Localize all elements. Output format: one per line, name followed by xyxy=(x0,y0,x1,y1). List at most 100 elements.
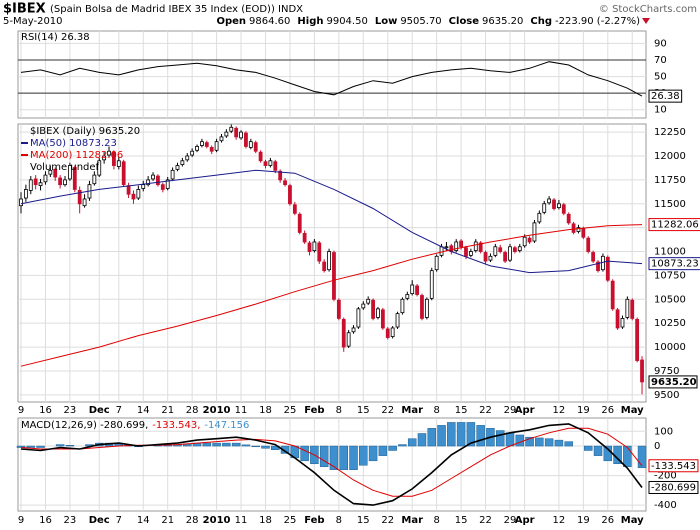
x-tick-label: 7 xyxy=(116,405,122,416)
histogram-bar xyxy=(407,438,417,447)
quote-value: 9864.60 xyxy=(249,16,290,27)
histogram-bar xyxy=(261,445,270,449)
candle-body xyxy=(508,246,512,261)
x-tick-label: 2010 xyxy=(203,405,231,416)
y-tick-label: 10750 xyxy=(654,270,686,281)
candle-body xyxy=(576,227,581,232)
candle-body xyxy=(571,223,576,233)
candle-body xyxy=(180,160,185,166)
candle-body xyxy=(444,246,449,249)
panel-frame xyxy=(17,30,647,119)
value-tag: 26.38 xyxy=(651,91,680,102)
candle-body xyxy=(131,193,136,200)
candle-body xyxy=(234,127,239,138)
histogram-bar xyxy=(535,437,544,447)
histogram-bar xyxy=(456,422,466,447)
candle-body xyxy=(336,299,341,319)
candle-body xyxy=(43,174,48,183)
y-tick-label: 12000 xyxy=(654,151,686,162)
y-tick-label: 9750 xyxy=(654,366,679,377)
candle-body xyxy=(278,170,283,181)
credit: © StockCharts.com xyxy=(599,4,697,15)
quote-value: 9505.70 xyxy=(400,16,441,27)
candle-body xyxy=(625,298,630,318)
candle-body xyxy=(302,232,307,243)
candle-body xyxy=(126,185,131,195)
candle-body xyxy=(557,203,561,208)
histogram-bar xyxy=(466,422,476,447)
candle-body xyxy=(468,251,473,256)
candle-body xyxy=(72,167,77,190)
candle-body xyxy=(200,141,204,146)
quote-value: 9904.50 xyxy=(326,16,367,27)
x-tick-label: 9 xyxy=(18,515,24,526)
histogram-bar xyxy=(583,445,593,451)
x-tick-label: 25 xyxy=(284,515,297,526)
histogram-bar xyxy=(623,445,632,467)
candle-body xyxy=(63,179,67,186)
candle-body xyxy=(561,204,566,214)
candle-body xyxy=(292,204,297,214)
candle-body xyxy=(219,136,224,142)
candle-body xyxy=(429,270,434,299)
y-tick-label: 70 xyxy=(654,55,667,66)
histogram-bar xyxy=(593,445,603,456)
candle-body xyxy=(635,318,640,361)
quote-label: High xyxy=(297,16,323,27)
candle-body xyxy=(19,198,23,207)
y-tick-label: 0 xyxy=(654,441,660,452)
candle-body xyxy=(395,313,400,328)
x-tick-label: 22 xyxy=(381,405,394,416)
y-tick-label: -200 xyxy=(654,471,677,482)
quote-label: Close xyxy=(449,16,480,27)
candle-body xyxy=(376,308,380,318)
legend-note: Volume undef xyxy=(30,162,100,173)
x-tick-label: Feb xyxy=(304,405,324,416)
candle-body xyxy=(483,252,488,262)
candle-body xyxy=(405,294,410,299)
value-tag: -280.699 xyxy=(651,482,696,493)
candle-body xyxy=(33,178,38,186)
candle-body xyxy=(121,161,126,186)
histogram-bar xyxy=(349,445,358,470)
x-tick-label: 8 xyxy=(433,515,439,526)
histogram-bar xyxy=(525,436,534,447)
candle-body xyxy=(312,241,317,251)
candle-body xyxy=(165,179,170,189)
legend-entry: MACD(12,26,9) -280.699, xyxy=(21,420,148,431)
candle-body xyxy=(68,165,72,180)
candle-body xyxy=(214,141,219,151)
x-tick-label: 22 xyxy=(479,405,492,416)
candle-body xyxy=(415,285,419,295)
histogram-bar xyxy=(359,445,368,466)
candle-body xyxy=(97,160,102,176)
candle-body xyxy=(224,131,229,137)
x-tick-label: 12 xyxy=(553,515,566,526)
candle-body xyxy=(346,332,351,347)
x-tick-label: 15 xyxy=(357,515,370,526)
candle-body xyxy=(170,169,175,180)
x-tick-label: 18 xyxy=(259,515,272,526)
histogram-bar xyxy=(300,445,309,462)
x-tick-label: Apr xyxy=(515,515,535,526)
x-tick-label: 15 xyxy=(357,405,370,416)
candle-body xyxy=(366,298,371,304)
candle-body xyxy=(204,142,209,147)
quote-value: -223.90 (-2.27%) xyxy=(555,16,640,27)
x-tick-label: Feb xyxy=(304,515,324,526)
value-tag: 9635.20 xyxy=(651,377,697,388)
y-tick-label: 100 xyxy=(654,426,673,437)
y-tick-label: 10000 xyxy=(654,342,686,353)
histogram-bar xyxy=(251,445,260,448)
candle-body xyxy=(38,182,43,187)
x-tick-label: 19 xyxy=(577,405,590,416)
candle-body xyxy=(156,175,160,186)
y-tick-label: 10 xyxy=(654,105,667,116)
x-tick-label: 8 xyxy=(336,405,342,416)
candle-body xyxy=(151,174,155,180)
x-tick-label: 9 xyxy=(18,405,24,416)
x-tick-label: 16 xyxy=(39,515,52,526)
candle-body xyxy=(596,261,600,272)
candle-body xyxy=(361,303,366,309)
x-tick-label: Dec xyxy=(89,405,110,416)
